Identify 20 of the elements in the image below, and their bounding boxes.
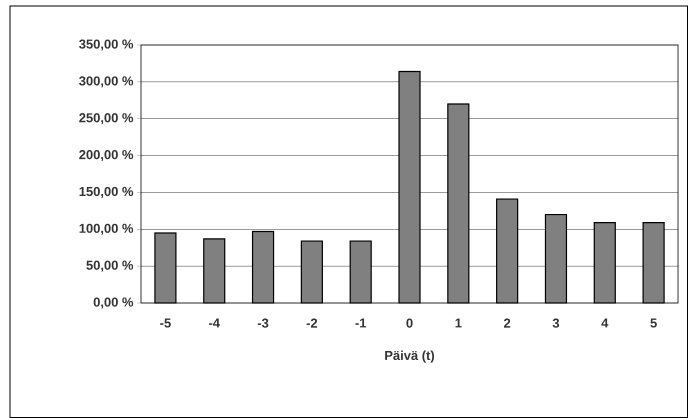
y-tick-label: 50,00 %	[86, 260, 134, 272]
y-tick-label: 100,00 %	[80, 224, 134, 235]
y-tick-label: 300,00 %	[79, 76, 134, 88]
y-tick-label: 200,00 %	[79, 150, 134, 162]
x-tick-label: 5	[650, 318, 657, 328]
y-tick-label: 350,00 %	[79, 39, 134, 51]
x-tick-label: -1	[355, 318, 366, 328]
x-tick-label: 4	[601, 318, 608, 328]
x-tick-label: 3	[552, 318, 560, 328]
y-tick-label: 0,00 %	[94, 297, 134, 309]
x-tick-label: -5	[160, 318, 171, 328]
x-tick-label: 1	[456, 318, 462, 328]
x-axis-title: Päivä (t)	[385, 350, 434, 363]
y-tick-label: 250,00 %	[79, 113, 134, 124]
x-tick-label: -4	[208, 318, 220, 328]
x-tick-label: -3	[258, 318, 268, 328]
y-tick-label: 150,00 %	[80, 186, 134, 198]
x-tick-label: 2	[504, 318, 510, 328]
x-tick-label: 0	[406, 318, 413, 328]
x-tick-label: -2	[306, 318, 318, 328]
